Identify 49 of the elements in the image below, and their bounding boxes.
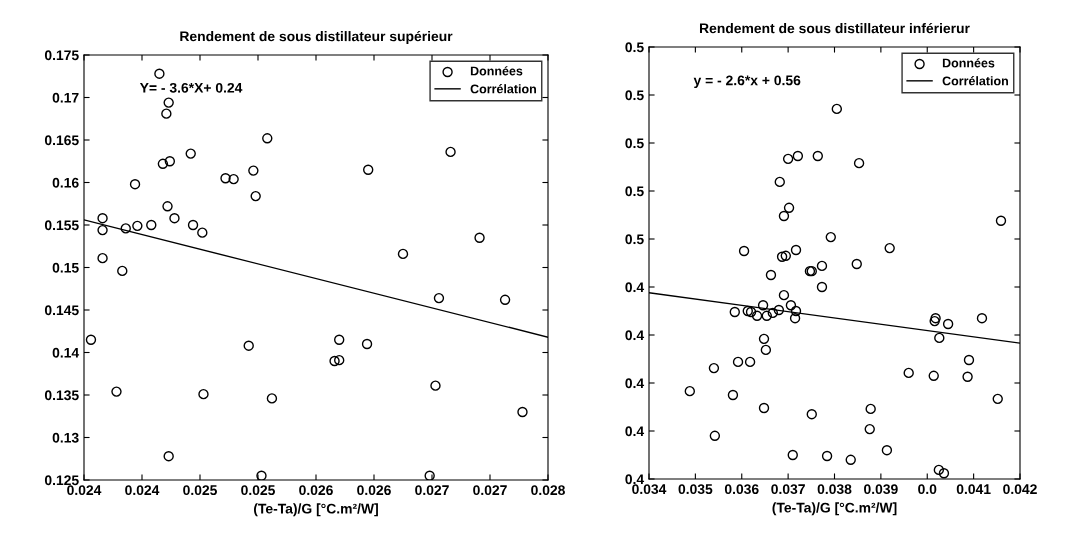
y-tick-label: 0.4 [625, 426, 645, 437]
y-tick-label: 0.5 [625, 42, 644, 53]
annotation: y = - 2.6*x + 0.56 [693, 75, 801, 89]
y-tick-label: 0.4 [625, 378, 645, 389]
y-tick-label: 0.165 [44, 135, 79, 146]
x-tick-label: 0.026 [299, 485, 333, 496]
x-tick-label: 0.024 [67, 485, 102, 496]
x-tick-label: 0.025 [241, 485, 275, 496]
x-tick-label: 0.027 [473, 485, 507, 496]
x-tick-label: 0.027 [415, 485, 449, 496]
annotation: Y= - 3.6*X+ 0.24 [139, 82, 243, 93]
y-tick-label: 0.125 [44, 475, 79, 486]
y-tick-label: 0.175 [44, 50, 79, 61]
x-tick-label: 0.038 [817, 484, 852, 495]
y-tick-label: 0.5 [625, 138, 644, 149]
x-tick-label: 0.036 [724, 484, 759, 495]
x-tick-label: 0.0 [918, 484, 937, 495]
y-tick-label: 0.5 [625, 90, 644, 101]
y-tick-label: 0.17 [52, 92, 79, 103]
y-tick-label: 0.4 [625, 282, 645, 293]
x-tick-label: 0.034 [632, 484, 667, 495]
x-tick-label: 0.028 [531, 485, 565, 496]
y-tick-label: 0.16 [52, 177, 79, 188]
y-tick-label: 0.13 [52, 432, 79, 443]
y-tick-label: 0.4 [625, 330, 645, 341]
y-tick-label: 0.155 [44, 220, 79, 231]
x-tick-label: 0.037 [771, 484, 805, 495]
x-tick-label: 0.042 [1003, 484, 1037, 495]
x-tick-label: 0.039 [864, 484, 898, 495]
x-tick-label: 0.041 [956, 484, 991, 495]
x-tick-label: 0.035 [678, 484, 713, 495]
x-tick-label: 0.026 [357, 485, 391, 496]
chart-title: Rendement de sous distillateur inférierur [699, 22, 970, 34]
legend-label: Données [942, 58, 995, 68]
x-axis-title: (Te-Ta)/G [°C.m²/W] [254, 503, 378, 517]
y-tick-label: 0.5 [625, 234, 644, 245]
legend-label: Corrélation [942, 76, 1008, 86]
y-tick-label: 0.15 [52, 262, 79, 273]
y-tick-label: 0.5 [625, 186, 644, 197]
y-tick-label: 0.4 [625, 474, 645, 485]
legend-label: Corrélation [470, 84, 536, 94]
chart-title: Rendement de sous distillateur supérieur [180, 30, 453, 44]
y-tick-label: 0.14 [52, 347, 80, 358]
x-axis-title: (Te-Ta)/G [°C.m²/W] [772, 502, 897, 516]
y-tick-label: 0.135 [44, 390, 79, 401]
x-tick-label: 0.024 [125, 485, 160, 496]
legend-label: Données [470, 66, 523, 76]
y-tick-label: 0.145 [44, 305, 79, 316]
x-tick-label: 0.025 [183, 485, 217, 496]
